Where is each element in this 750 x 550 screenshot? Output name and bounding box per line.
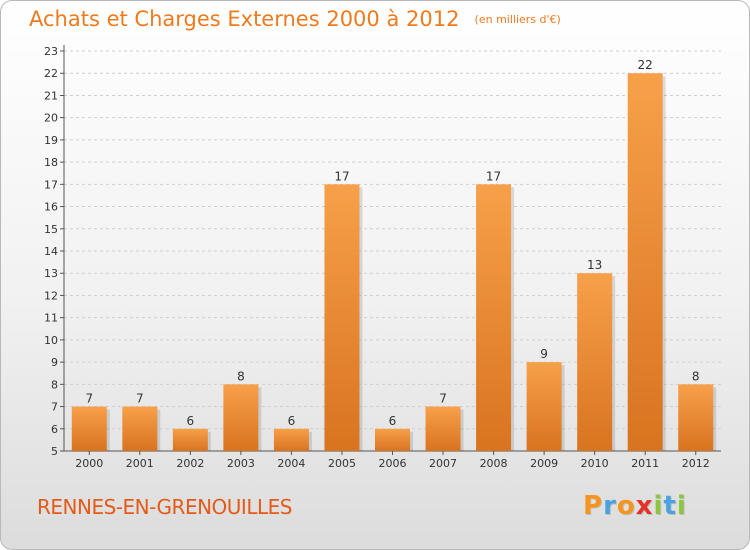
y-tick-label: 10 [44, 334, 58, 347]
bar-value-label: 6 [389, 414, 397, 428]
y-tick-label: 8 [51, 378, 58, 391]
logo-letter: P [583, 491, 604, 521]
bar-value-label: 7 [439, 392, 447, 406]
logo-letter: x [635, 491, 654, 521]
y-tick-label: 9 [51, 356, 58, 369]
y-tick-label: 5 [51, 445, 58, 458]
bar-value-label: 7 [85, 392, 93, 406]
x-tick-label: 2003 [227, 457, 255, 470]
y-tick-label: 22 [44, 67, 58, 80]
logo-letter: i [676, 491, 687, 521]
chart-unit: (en milliers d'€) [474, 13, 561, 26]
x-tick-label: 2005 [328, 457, 356, 470]
y-tick-label: 21 [44, 89, 58, 102]
x-tick-label: 2008 [480, 457, 508, 470]
y-tick-label: 20 [44, 112, 58, 125]
x-tick-label: 2002 [176, 457, 204, 470]
y-tick-label: 16 [44, 201, 58, 214]
x-tick-label: 2004 [277, 457, 305, 470]
bar [273, 428, 309, 451]
bar-value-label: 7 [136, 392, 144, 406]
y-tick-label: 23 [44, 45, 58, 58]
bar [71, 406, 107, 451]
y-tick-label: 11 [44, 312, 58, 325]
bar [324, 184, 360, 452]
bar-value-label: 13 [587, 258, 602, 272]
x-tick-label: 2006 [379, 457, 407, 470]
y-tick-label: 18 [44, 156, 58, 169]
bar-value-label: 22 [638, 58, 653, 72]
logo-letter: o [616, 491, 636, 521]
bar-value-label: 17 [334, 169, 349, 183]
bar-value-label: 6 [187, 414, 195, 428]
logo-letter: r [603, 491, 617, 521]
y-tick-label: 7 [51, 401, 58, 414]
y-tick-label: 13 [44, 267, 58, 280]
chart-title: Achats et Charges Externes 2000 à 2012 [29, 7, 460, 31]
bar [425, 406, 461, 451]
y-tick-label: 12 [44, 289, 58, 302]
bar [122, 406, 158, 451]
bar [526, 362, 562, 451]
x-tick-label: 2001 [126, 457, 154, 470]
town-name: RENNES-EN-GRENOUILLES [37, 495, 292, 519]
bar [223, 384, 259, 451]
x-tick-label: 2009 [530, 457, 558, 470]
bar-value-label: 6 [288, 414, 296, 428]
bar-value-label: 8 [237, 369, 245, 383]
y-tick-label: 17 [44, 178, 58, 191]
y-tick-label: 15 [44, 223, 58, 236]
bar [476, 184, 512, 452]
bar [375, 428, 410, 451]
bar-value-label: 9 [540, 347, 548, 361]
y-tick-label: 14 [44, 245, 58, 258]
bar [627, 73, 663, 451]
bar [577, 273, 613, 451]
y-tick-label: 19 [44, 134, 58, 147]
proxiti-logo: Proxiti [583, 491, 687, 521]
logo-letter: t [663, 491, 677, 521]
x-tick-label: 2012 [682, 457, 710, 470]
bar-value-label: 8 [692, 369, 700, 383]
x-tick-label: 2000 [75, 457, 103, 470]
logo-letter: i [653, 491, 664, 521]
bar [678, 384, 714, 451]
chart-title-block: Achats et Charges Externes 2000 à 2012 (… [29, 7, 561, 31]
bar-value-label: 17 [486, 169, 501, 183]
y-tick-label: 6 [51, 423, 58, 436]
x-tick-label: 2010 [581, 457, 609, 470]
x-tick-label: 2007 [429, 457, 457, 470]
bar [172, 428, 208, 451]
x-tick-label: 2011 [631, 457, 659, 470]
